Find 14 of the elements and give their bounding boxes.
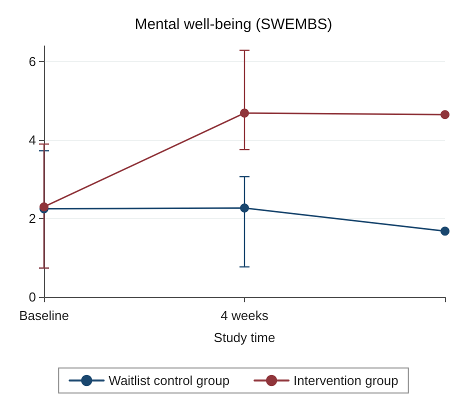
legend-label: Waitlist control group [108, 373, 230, 388]
point [240, 204, 249, 213]
y-tick-label: 6 [28, 54, 36, 70]
x-axis-title: Study time [214, 330, 276, 345]
point [440, 110, 450, 120]
y-tick-label: 2 [28, 211, 36, 226]
point [440, 226, 450, 236]
y-tick-label: 0 [28, 290, 36, 305]
chart-title: Mental well-being (SWEMBS) [134, 16, 332, 33]
x-tick-label: 4 weeks [220, 308, 269, 323]
point [240, 108, 249, 118]
y-tick-label: 4 [28, 132, 36, 148]
legend-label: Intervention group [294, 373, 398, 388]
x-tick-label: Baseline [19, 308, 69, 323]
